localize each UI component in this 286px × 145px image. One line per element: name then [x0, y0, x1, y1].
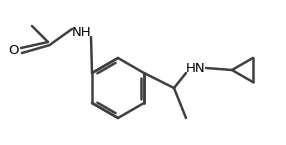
- Text: HN: HN: [186, 61, 206, 75]
- Text: O: O: [9, 44, 19, 57]
- Text: NH: NH: [72, 26, 92, 39]
